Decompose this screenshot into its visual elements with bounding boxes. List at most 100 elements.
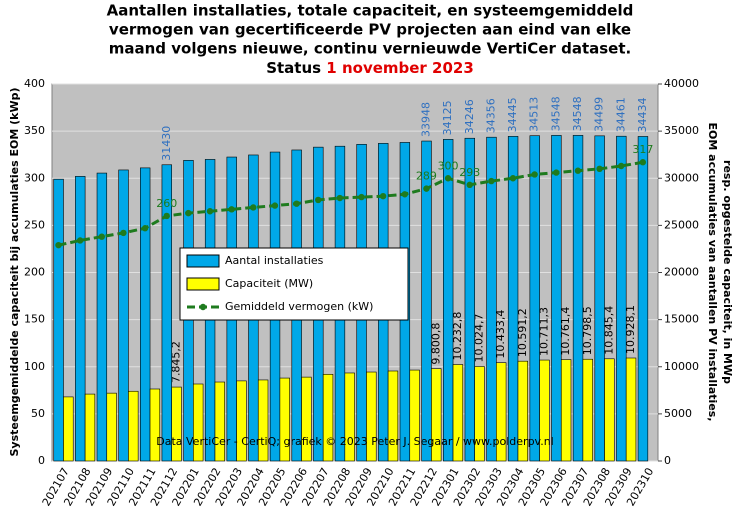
bar <box>594 135 605 462</box>
y2-tick-label: 30000 <box>664 171 699 184</box>
line-marker <box>401 191 408 198</box>
line-marker <box>315 196 322 204</box>
y-tick-label: 300 <box>24 171 45 184</box>
bar <box>75 176 86 462</box>
line-marker <box>55 241 62 249</box>
bar <box>539 359 550 462</box>
bar <box>572 135 584 462</box>
legend-label: Gemiddeld vermogen (kW) <box>225 300 373 313</box>
chart-title: Aantallen installaties, totale capacitei… <box>107 2 634 20</box>
y2-tick-label: 10000 <box>664 360 699 373</box>
value-label: 34499 <box>593 97 606 132</box>
y2-tick-label: 0 <box>664 454 671 467</box>
y-tick-label: 350 <box>24 124 45 137</box>
line-marker <box>206 208 214 215</box>
value-label: 7.845,2 <box>170 341 183 383</box>
bar <box>171 386 182 462</box>
bar <box>140 167 151 462</box>
bar <box>53 178 64 462</box>
value-label: 9.800,8 <box>429 323 442 365</box>
value-label: 300 <box>438 159 459 172</box>
line-marker <box>574 167 582 174</box>
bar <box>214 381 226 462</box>
y-axis-label: Systeemgemiddelde capaciteit bij accumul… <box>8 87 21 456</box>
y2-tick-label: 5000 <box>664 407 692 420</box>
bar <box>257 379 269 462</box>
legend-label: Aantal installaties <box>225 254 324 267</box>
bar <box>431 368 442 462</box>
bar <box>507 136 519 462</box>
value-label: 34125 <box>441 100 454 135</box>
legend-swatch <box>199 303 207 311</box>
value-label: 10.761,4 <box>559 307 572 356</box>
value-label: 33948 <box>420 102 433 137</box>
value-label: 10.433,4 <box>494 310 507 359</box>
line-marker <box>639 159 647 166</box>
y2-tick-label: 35000 <box>664 124 699 137</box>
value-label: 10.798,5 <box>581 306 594 355</box>
bar <box>366 371 377 462</box>
bar <box>464 137 475 462</box>
y2-axis-label: EOM accumulaties van aantallen PV instal… <box>706 123 719 422</box>
value-label: 34356 <box>484 98 497 133</box>
y2-tick-label: 20000 <box>664 266 699 279</box>
bar <box>409 369 420 462</box>
bar <box>118 169 129 462</box>
bar <box>616 135 627 462</box>
bar <box>84 393 96 462</box>
value-label: 34548 <box>549 96 562 131</box>
y-tick-label: 50 <box>31 407 45 420</box>
y-tick-label: 100 <box>24 360 45 373</box>
value-label: 10.024,7 <box>473 314 486 363</box>
bar <box>452 364 464 462</box>
line-marker <box>185 209 192 217</box>
bar <box>496 362 507 462</box>
line-marker <box>120 229 127 237</box>
bar <box>582 358 593 462</box>
value-label: 31430 <box>160 126 173 161</box>
bar <box>387 370 399 462</box>
line-marker <box>293 200 300 207</box>
line-marker <box>228 206 235 213</box>
line-marker <box>423 185 430 192</box>
bar <box>421 140 432 462</box>
chart-title: vermogen van gecertificeerde PV projecte… <box>109 21 631 39</box>
value-label: 260 <box>156 197 177 210</box>
value-label: 34461 <box>614 97 627 132</box>
y2-tick-label: 25000 <box>664 218 699 231</box>
bar <box>551 135 562 462</box>
bar <box>96 172 108 462</box>
y-tick-label: 400 <box>24 77 45 90</box>
line-marker <box>98 233 105 240</box>
line-marker <box>358 193 365 201</box>
bar <box>486 136 497 462</box>
status-date: 1 november 2023 <box>326 59 474 77</box>
bar <box>560 359 572 462</box>
bar <box>604 358 615 462</box>
y-tick-label: 250 <box>24 218 45 231</box>
bar <box>279 377 290 462</box>
value-label: 289 <box>416 170 437 183</box>
line-marker <box>250 204 257 211</box>
bar <box>344 372 355 462</box>
line-marker <box>596 165 603 173</box>
value-label: 10.232,8 <box>451 312 464 361</box>
line <box>58 160 644 247</box>
line-marker <box>163 212 170 220</box>
line-marker <box>488 177 495 185</box>
value-label: 317 <box>632 143 653 156</box>
bar <box>517 360 529 462</box>
bar <box>301 376 312 462</box>
value-label: 10.711,3 <box>537 307 550 356</box>
value-label: 34513 <box>528 97 541 132</box>
bar <box>637 136 649 462</box>
y2-axis-label: resp. opgestelde capaciteit, in MWp <box>721 160 734 384</box>
bar <box>474 366 485 462</box>
bar <box>443 139 454 462</box>
value-label: 293 <box>459 166 480 179</box>
line-marker <box>379 192 387 200</box>
chart-title: maand volgens nieuwe, continu vernieuwde… <box>109 40 631 58</box>
bar <box>149 388 161 462</box>
y-tick-label: 0 <box>38 454 45 467</box>
